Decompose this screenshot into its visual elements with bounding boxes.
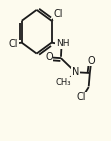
Text: NH: NH xyxy=(56,39,69,48)
Text: Cl: Cl xyxy=(77,92,86,102)
Text: CH₃: CH₃ xyxy=(56,78,71,87)
Text: Cl: Cl xyxy=(9,39,18,49)
Text: O: O xyxy=(88,56,95,66)
Text: O: O xyxy=(45,52,53,62)
Text: N: N xyxy=(72,67,79,77)
Text: Cl: Cl xyxy=(53,9,63,19)
